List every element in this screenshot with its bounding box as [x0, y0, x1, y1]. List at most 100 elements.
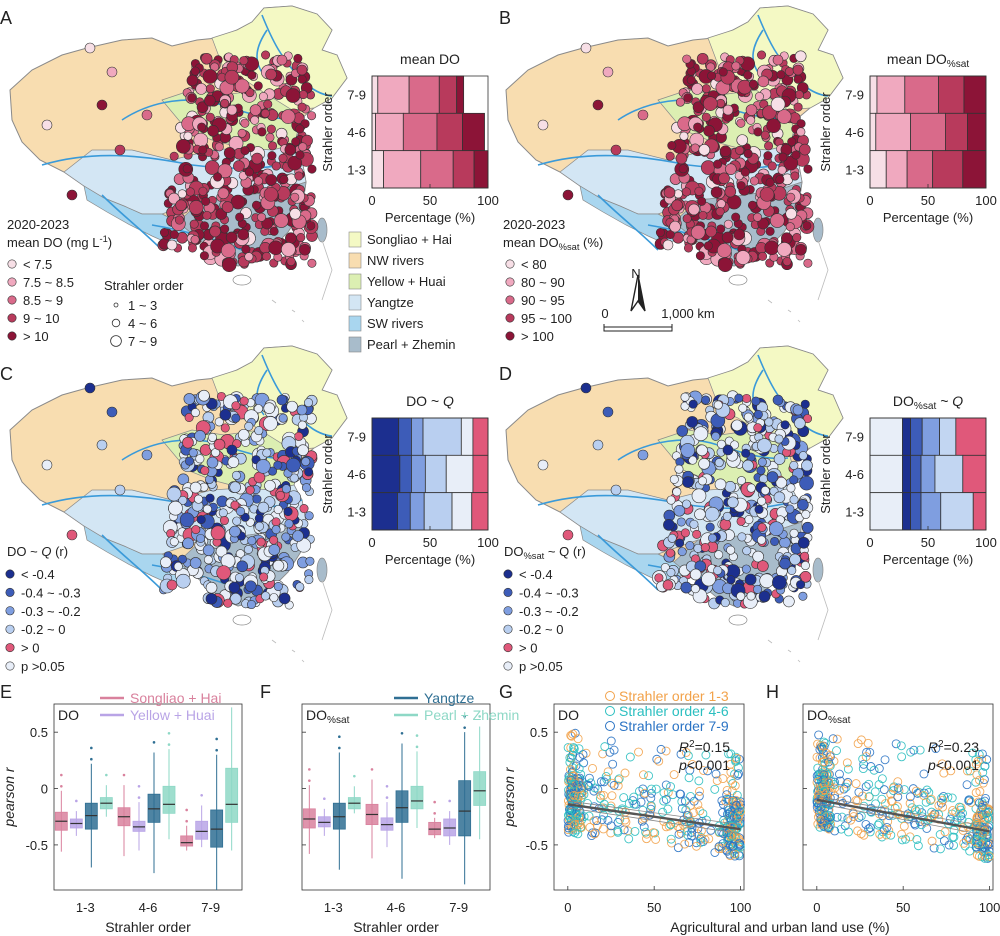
site-marker [753, 423, 763, 433]
island-taiwan [316, 557, 328, 583]
site-marker [289, 473, 299, 483]
site-marker [748, 79, 758, 89]
site-marker [756, 465, 766, 475]
site-marker [239, 56, 249, 66]
site-marker [798, 591, 808, 601]
scatter-point [965, 846, 975, 856]
scatter-point [921, 797, 931, 807]
scatter-point [864, 792, 874, 802]
site-marker [775, 476, 788, 489]
scatter-point [843, 764, 853, 774]
site-marker [667, 141, 677, 151]
site-marker [191, 525, 201, 535]
site-marker [714, 478, 727, 491]
fit-ci-lower [567, 807, 741, 835]
scatter-legend-marker [605, 691, 615, 701]
box-legend-item: Yellow + Huai [130, 707, 215, 723]
site-marker [207, 125, 219, 137]
site-marker [237, 228, 250, 241]
box-outlier [60, 784, 63, 788]
site-marker [716, 199, 726, 209]
site-marker [747, 200, 757, 210]
scatter-point [625, 752, 635, 762]
site-marker [678, 164, 688, 174]
site-marker [765, 177, 775, 187]
scatter-point [574, 764, 584, 774]
scatter-point [899, 785, 909, 794]
site-marker [266, 124, 276, 134]
site-marker [757, 457, 767, 467]
scatter-point [729, 831, 739, 841]
scatter-point [975, 787, 985, 796]
scatter-point [938, 795, 948, 805]
scatter-point [963, 832, 973, 842]
site-marker [259, 572, 269, 582]
site-marker [562, 529, 574, 541]
stacked-segment [452, 150, 475, 189]
site-marker [204, 94, 216, 107]
strahler-legend-item: 1 ~ 3 [128, 298, 157, 313]
scatter-point [640, 788, 650, 798]
scatter-point [568, 729, 578, 739]
site-marker [214, 417, 224, 427]
scatter-point [830, 783, 840, 793]
stacked-segment [371, 417, 400, 456]
scatter-point [629, 792, 639, 802]
site-marker [234, 78, 250, 94]
site-marker [184, 412, 194, 422]
site-marker [295, 150, 305, 160]
site-marker [676, 425, 689, 437]
fit-line [567, 803, 741, 831]
stacked-segment [398, 417, 412, 456]
site-marker [793, 102, 803, 112]
site-marker [175, 199, 187, 212]
site-marker [700, 160, 716, 175]
label-part: ~ Q [936, 393, 963, 409]
scatter-point [927, 836, 937, 846]
site-marker [683, 93, 693, 103]
legend-b-swatch [505, 295, 515, 305]
site-marker [736, 181, 746, 191]
box-body [195, 820, 209, 840]
scatter-point [826, 812, 836, 822]
box-outlier [185, 808, 188, 812]
site-marker [738, 403, 748, 413]
stacked-segment [438, 75, 458, 114]
site-marker [253, 81, 263, 91]
box-xtick-label: 1-3 [76, 900, 95, 915]
site-marker [244, 252, 254, 262]
site-marker [722, 444, 734, 456]
site-marker [281, 484, 291, 494]
label-part: Q [41, 544, 51, 559]
site-marker [731, 61, 741, 71]
site-marker [800, 399, 810, 409]
site-marker [746, 591, 756, 601]
stacked-segment [402, 112, 438, 152]
site-marker [753, 212, 763, 222]
scatter-point [813, 774, 823, 784]
legend-a-swatch [7, 295, 17, 305]
site-marker [219, 409, 232, 421]
site-marker [741, 448, 751, 458]
site-marker [776, 70, 786, 80]
scatter-point [663, 788, 673, 797]
stacked-segment [910, 417, 923, 456]
scatter-point [869, 765, 879, 775]
scatter-p: p<0.001 [678, 757, 730, 773]
site-marker [736, 134, 749, 146]
site-marker [262, 448, 272, 458]
scatter-point [915, 745, 925, 755]
legend-b-item: < 80 [521, 257, 547, 272]
scatter-point [825, 822, 835, 831]
legend-a-item: < 7.5 [23, 257, 52, 272]
site-marker [711, 431, 721, 441]
stacked-segment [471, 492, 489, 531]
scatter-point [858, 754, 868, 764]
site-marker [766, 118, 781, 134]
site-marker [265, 174, 277, 186]
site-marker [703, 241, 713, 251]
fit-ci-upper [816, 796, 990, 828]
stacked-row-label: 1-3 [845, 504, 864, 519]
site-marker [719, 145, 732, 158]
scatter-point [813, 793, 823, 803]
